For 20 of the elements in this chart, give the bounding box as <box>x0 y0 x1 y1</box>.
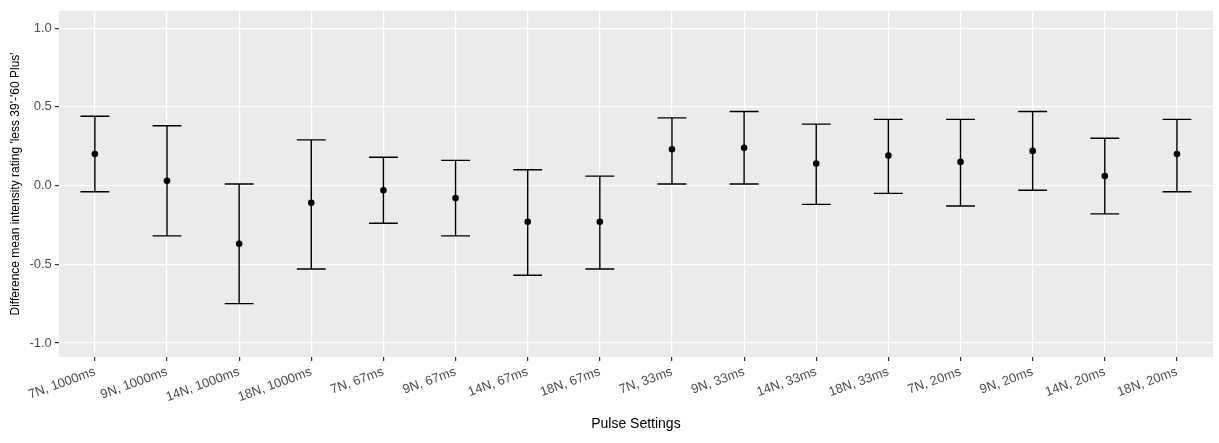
x-tick-label: 7N, 1000ms <box>26 363 98 402</box>
y-tick-label: 1.0 <box>33 19 52 35</box>
y-tick-label: 0.5 <box>33 98 52 114</box>
x-tick-label: 14N, 33ms <box>754 363 819 400</box>
x-tick-label: 9N, 33ms <box>688 363 747 397</box>
x-tick-label: 7N, 67ms <box>328 363 387 397</box>
y-tick-label: 0.0 <box>33 177 52 193</box>
x-tick-label: 18N, 33ms <box>826 363 892 400</box>
x-tick-label: 9N, 67ms <box>400 363 459 397</box>
y-tick-label: -1.0 <box>29 334 52 350</box>
x-tick-label: 9N, 20ms <box>977 363 1036 397</box>
x-tick-label: 14N, 67ms <box>465 363 531 400</box>
x-tick-label: 18N, 67ms <box>537 363 603 400</box>
x-tick-label: 14N, 20ms <box>1042 363 1108 400</box>
x-tick-label: 18N, 20ms <box>1114 363 1180 400</box>
x-tick-label: 7N, 20ms <box>905 363 964 397</box>
y-tick-label: -0.5 <box>29 255 52 271</box>
x-tick-label: 7N, 33ms <box>616 363 675 397</box>
x-axis-title: Pulse Settings <box>591 415 681 432</box>
y-axis-title: Difference mean intensity rating 'less 39'-'60 Plus' <box>7 52 22 316</box>
